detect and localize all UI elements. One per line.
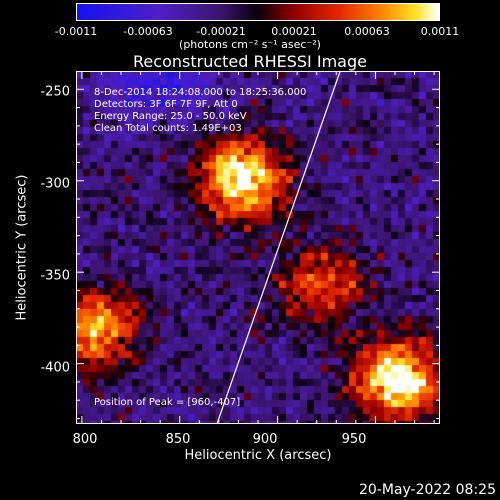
info-energy: Energy Range: 25.0 - 50.0 keV [94,111,247,122]
chart-title: Reconstructed RHESSI Image [133,52,367,71]
colorbar [76,3,440,21]
x-tick-label: 800 [72,432,98,447]
x-tick-label: 950 [341,432,367,447]
colorbar-tick: -0.00063 [123,25,173,38]
timestamp: 20-May-2022 08:25 [358,482,496,498]
y-tick-label: -350 [40,268,70,284]
colorbar-tick: -0.0011 [54,25,98,38]
colorbar-units: (photons cm⁻² s⁻¹ asec⁻²) [179,38,321,51]
info-time: 8-Dec-2014 18:24:08.000 to 18:25:36.000 [94,87,307,98]
y-axis-label: Heliocentric Y (arcsec) [14,174,30,321]
y-tick-label: -400 [40,360,70,376]
x-tick-label: 850 [165,432,191,447]
y-tick-label: -300 [40,176,70,192]
x-tick-label: 900 [252,432,278,447]
solar-limb-line [216,70,341,425]
colorbar-tick: 0.00021 [271,25,317,38]
colorbar-tick: 0.00063 [344,25,390,38]
x-axis-label: Heliocentric X (arcsec) [184,448,332,463]
colorbar-tick: 0.0011 [420,25,460,38]
colorbar-tick: -0.00021 [196,25,246,38]
heatmap-image [76,71,440,424]
info-detectors: Detectors: 3F 6F 7F 9F, Att 0 [94,99,238,110]
heatmap-plot-area [76,71,440,424]
info-clean: Clean Total counts: 1.49E+03 [94,123,242,134]
peak-position: Position of Peak = [960,-407] [94,397,241,408]
y-tick-label: -250 [40,84,70,100]
